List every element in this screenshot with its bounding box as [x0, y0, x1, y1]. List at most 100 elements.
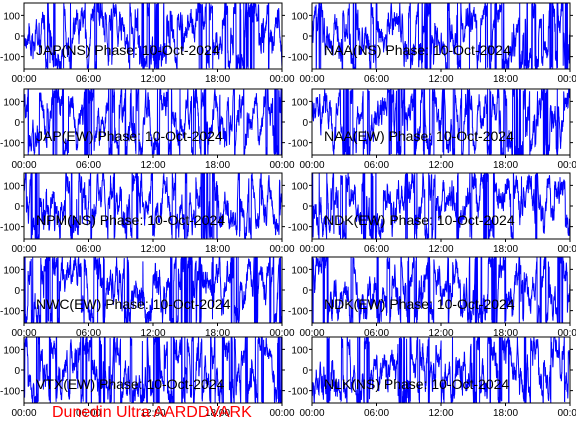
x-tick-label: 18:00 [493, 408, 518, 419]
chart-title: VTX(EW) Phase: 10-Oct-2024 [36, 376, 225, 392]
x-tick-label: 18:00 [493, 328, 518, 339]
phase-trace-1 [24, 3, 282, 69]
y-tick-label: -100 [288, 307, 308, 318]
x-tick-label: 12:00 [140, 408, 165, 419]
y-tick-label: -100 [0, 53, 20, 64]
y-tick-label: 0 [14, 286, 20, 297]
footer-label: Dunedin Ultra AARDDVARK [52, 404, 252, 421]
y-tick-label: 0 [302, 202, 308, 213]
x-tick-label: 12:00 [428, 160, 453, 171]
chart-panel-5: 100 0 -100 00:00 06:00 12:00 18:00 00:00 NPM(NS)… [0, 172, 295, 255]
y-tick-label: 100 [3, 265, 20, 276]
y-tick-label: -100 [0, 387, 20, 398]
x-tick-label: 00:00 [269, 244, 294, 255]
x-tick-label: 00:00 [299, 408, 324, 419]
x-tick-label: 00:00 [269, 160, 294, 171]
y-tick-label: -100 [0, 139, 20, 150]
x-tick-label: 00:00 [11, 74, 36, 85]
chart-panel-3: 100 0 -100 00:00 06:00 12:00 18:00 00:00 JAP(EW)… [0, 88, 295, 171]
chart-panel-8: 100 0 -100 00:00 06:00 12:00 18:00 00:00 NDK(EW)… [288, 256, 576, 339]
x-tick-label: 12:00 [428, 328, 453, 339]
y-tick-label: 0 [302, 286, 308, 297]
chart-panel-4: 100 0 -100 00:00 06:00 12:00 18:00 00:00 NAA(EW)… [288, 88, 576, 171]
x-tick-label: 00:00 [11, 244, 36, 255]
x-tick-label: 00:00 [557, 328, 576, 339]
x-tick-label: 18:00 [205, 244, 230, 255]
x-tick-label: 12:00 [428, 244, 453, 255]
chart-title: NDK(EW) Phase: 10-Oct-2024 [324, 212, 515, 228]
phase-trace-4 [312, 89, 570, 155]
x-tick-label: 00:00 [11, 160, 36, 171]
y-tick-label: 0 [14, 366, 20, 377]
x-tick-label: 00:00 [299, 328, 324, 339]
x-tick-label: 00:00 [557, 160, 576, 171]
x-tick-label: 18:00 [205, 74, 230, 85]
chart-panel-1: 100 0 -100 00:00 06:00 12:00 18:00 00:00 JAP(NS)… [0, 2, 295, 85]
phase-trace-6 [312, 173, 570, 239]
y-tick-label: 100 [291, 97, 308, 108]
y-tick-label: -100 [288, 223, 308, 234]
chart-title: NAA(NS) Phase: 10-Oct-2024 [324, 42, 511, 58]
x-tick-label: 12:00 [428, 408, 453, 419]
phase-trace-7 [24, 257, 282, 323]
x-tick-label: 00:00 [299, 74, 324, 85]
y-tick-label: 0 [14, 202, 20, 213]
x-tick-label: 00:00 [557, 244, 576, 255]
y-tick-label: -100 [0, 223, 20, 234]
chart-title: NLK(NS) Phase: 10-Oct-2024 [324, 376, 509, 392]
x-tick-label: 06:00 [364, 160, 389, 171]
y-tick-label: 100 [291, 11, 308, 22]
y-tick-label: -100 [288, 53, 308, 64]
x-tick-label: 00:00 [269, 408, 294, 419]
y-tick-label: -100 [288, 387, 308, 398]
x-tick-label: 00:00 [557, 74, 576, 85]
phase-trace-2 [312, 3, 570, 69]
x-tick-label: 06:00 [364, 408, 389, 419]
y-tick-label: 0 [302, 366, 308, 377]
chart-title: JAP(EW) Phase: 10-Oct-2024 [36, 128, 223, 144]
chart-title: NAA(EW) Phase: 10-Oct-2024 [324, 128, 514, 144]
x-tick-label: 00:00 [269, 74, 294, 85]
x-tick-label: 00:00 [299, 244, 324, 255]
x-tick-label: 06:00 [76, 244, 101, 255]
y-tick-label: 100 [291, 265, 308, 276]
x-tick-label: 12:00 [140, 160, 165, 171]
x-tick-label: 00:00 [11, 328, 36, 339]
phase-trace-9 [24, 337, 282, 403]
chart-title: NWC(EW) Phase: 10-Oct-2024 [36, 296, 231, 312]
chart-title: JAP(NS) Phase: 10-Oct-2024 [36, 42, 220, 58]
y-tick-label: 0 [302, 32, 308, 43]
x-tick-label: 06:00 [364, 244, 389, 255]
y-tick-label: -100 [0, 307, 20, 318]
phase-trace-10 [312, 337, 570, 403]
chart-title: NPM(NS) Phase: 10-Oct-2024 [36, 212, 225, 228]
x-tick-label: 18:00 [493, 160, 518, 171]
y-tick-label: 100 [3, 181, 20, 192]
x-tick-label: 00:00 [269, 328, 294, 339]
x-tick-label: 06:00 [76, 74, 101, 85]
chart-panel-10: 100 0 -100 00:00 06:00 12:00 18:00 00:00 NLK(NS)… [288, 336, 576, 419]
x-tick-label: 12:00 [140, 328, 165, 339]
phase-trace-8 [312, 257, 570, 323]
x-tick-label: 06:00 [76, 328, 101, 339]
chart-panel-7: 100 0 -100 00:00 06:00 12:00 18:00 00:00 NWC(EW)… [0, 256, 295, 339]
phase-trace-5 [24, 173, 282, 239]
x-tick-label: 12:00 [140, 244, 165, 255]
x-tick-label: 06:00 [364, 74, 389, 85]
chart-panel-2: 100 0 -100 00:00 06:00 12:00 18:00 00:00 NAA(NS)… [288, 2, 576, 85]
x-tick-label: 06:00 [364, 328, 389, 339]
y-tick-label: 0 [14, 32, 20, 43]
x-tick-label: 18:00 [205, 408, 230, 419]
y-tick-label: 100 [3, 97, 20, 108]
x-tick-label: 06:00 [76, 160, 101, 171]
x-tick-label: 06:00 [76, 408, 101, 419]
x-tick-label: 18:00 [205, 160, 230, 171]
y-tick-label: 100 [3, 11, 20, 22]
x-tick-label: 00:00 [299, 160, 324, 171]
chart-panel-6: 100 0 -100 00:00 06:00 12:00 18:00 00:00 NDK(EW)… [288, 172, 576, 255]
y-tick-label: 0 [302, 118, 308, 129]
x-tick-label: 00:00 [11, 408, 36, 419]
y-tick-label: -100 [288, 139, 308, 150]
